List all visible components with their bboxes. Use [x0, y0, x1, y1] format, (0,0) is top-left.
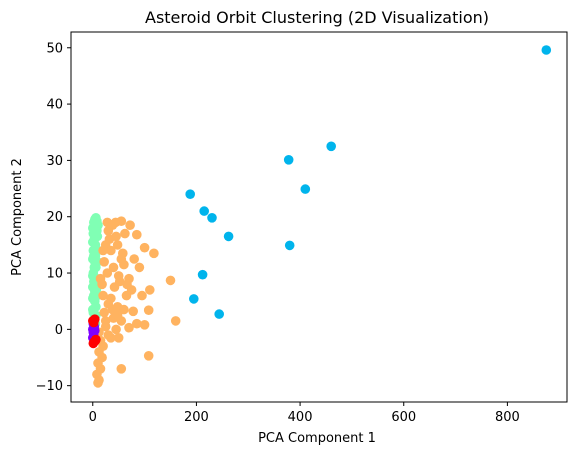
x-tick-label: 200 — [184, 410, 209, 425]
scatter-point-s1-58 — [106, 333, 116, 343]
scatter-point-s1-46 — [113, 333, 124, 343]
scatter-point-s1-63 — [104, 234, 115, 244]
y-tick-label: 40 — [46, 98, 63, 113]
scatter-point-s1-9 — [112, 240, 123, 250]
x-tick-label: 600 — [391, 410, 416, 425]
scatter-point-s1-65 — [110, 217, 121, 228]
scatter-point-s1-8 — [106, 245, 116, 256]
scatter-point-s1-66 — [95, 273, 106, 284]
scatter-point-s2-0 — [541, 45, 552, 55]
scatter-point-s0-37 — [90, 228, 100, 239]
scatter-point-s1-40 — [170, 316, 181, 326]
scatter-point-s1-18 — [102, 268, 113, 278]
scatter-point-s1-64 — [98, 245, 108, 256]
scatter-point-s1-14 — [99, 257, 109, 267]
x-tick-label: 400 — [288, 410, 313, 425]
scatter-point-s1-68 — [132, 229, 142, 240]
y-axis-ticks: −10 0 10 20 30 40 50 — [36, 41, 71, 394]
scatter-point-s1-56 — [116, 364, 127, 374]
scatter-point-s1-55 — [93, 378, 103, 388]
x-axis-ticks: 0 200 400 600 800 — [89, 402, 520, 425]
scatter-point-s1-59 — [100, 316, 111, 326]
scatter-point-s2-7 — [223, 231, 234, 242]
scatter-point-s1-26 — [98, 290, 108, 301]
scatter-point-s0-39 — [89, 262, 100, 273]
chart-title: Asteroid Orbit Clustering (2D Visualizat… — [145, 8, 489, 27]
y-tick-label: 30 — [46, 154, 63, 169]
scatter-point-s1-67 — [114, 276, 125, 287]
scatter-point-s0-40 — [90, 251, 101, 261]
scatter-point-s4-5 — [91, 334, 101, 345]
scatter-point-s1-43 — [124, 322, 134, 333]
scatter-point-s2-3 — [300, 184, 311, 194]
scatter-point-s1-69 — [122, 279, 132, 290]
x-tick-label: 0 — [89, 410, 97, 425]
scatter-point-s1-34 — [143, 305, 154, 316]
scatter-point-s1-11 — [129, 254, 139, 264]
y-tick-label: 20 — [46, 210, 63, 225]
scatter-point-s1-39 — [139, 320, 150, 330]
scatter-point-s1-29 — [137, 290, 147, 301]
scatter-point-s1-28 — [121, 290, 132, 301]
scatter-point-s1-25 — [145, 285, 155, 295]
scatter-point-s1-13 — [149, 248, 159, 259]
x-axis-label: PCA Component 1 — [258, 431, 376, 446]
y-tick-label: 10 — [46, 267, 63, 282]
y-tick-label: 0 — [55, 323, 63, 338]
scatter-point-s1-38 — [132, 318, 142, 329]
scatter-point-s0-25 — [88, 237, 98, 247]
scatter-point-s1-15 — [108, 262, 119, 273]
plot-frame — [70, 31, 568, 403]
scatter-point-s2-1 — [326, 141, 337, 152]
scatter-point-s1-62 — [116, 254, 127, 264]
scatter-point-s4-6 — [90, 314, 100, 325]
x-tick-label: 800 — [495, 410, 520, 425]
y-tick-label: 50 — [46, 41, 63, 56]
scatter-point-s2-2 — [283, 155, 294, 165]
scatter-point-s1-3 — [125, 220, 135, 230]
scatter-point-s1-42 — [111, 324, 121, 335]
scatter-point-s2-10 — [189, 294, 199, 304]
scatter-point-s1-17 — [134, 262, 145, 273]
scatter-point-s1-35 — [99, 307, 109, 318]
scatter-point-s2-5 — [199, 206, 209, 216]
scatter-point-s2-11 — [214, 309, 224, 319]
scatter-point-s1-24 — [165, 275, 176, 286]
scatter-point-s1-6 — [120, 228, 130, 239]
y-tick-label: −10 — [36, 379, 63, 394]
scatter-point-s2-9 — [197, 269, 208, 280]
scatter-point-s1-32 — [119, 304, 129, 315]
scatter-point-s1-12 — [139, 242, 150, 253]
scatter-point-s2-6 — [207, 213, 217, 223]
scatter-point-s1-4 — [103, 226, 114, 236]
scatter-point-s1-57 — [143, 351, 154, 361]
points-layer — [88, 45, 552, 388]
scatter-point-s1-33 — [128, 306, 138, 317]
y-axis-label: PCA Component 2 — [10, 158, 25, 276]
scatter-point-s0-43 — [91, 291, 101, 302]
scatter-point-s1-61 — [112, 310, 123, 321]
scatter-point-s2-4 — [185, 189, 195, 199]
scatter-point-s2-8 — [284, 240, 295, 251]
